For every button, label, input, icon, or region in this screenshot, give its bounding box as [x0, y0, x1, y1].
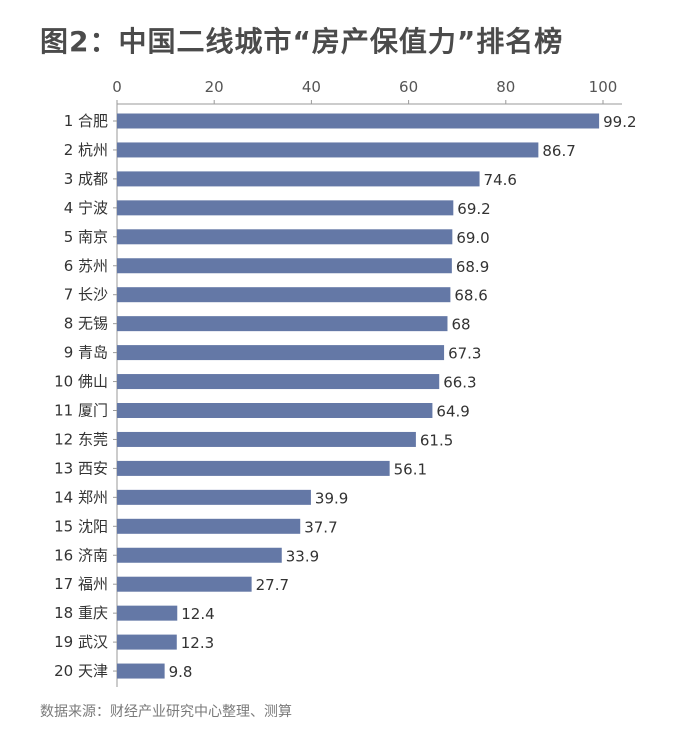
data-label: 68: [451, 316, 470, 334]
category-label: 15 沈阳: [54, 517, 108, 535]
category-label: 7 长沙: [64, 286, 108, 304]
data-label: 61.5: [420, 431, 453, 449]
data-label: 12.3: [181, 634, 214, 652]
data-label: 12.4: [181, 605, 214, 623]
x-tick-label: 20: [205, 78, 224, 96]
data-label: 69.2: [457, 200, 490, 218]
category-label: 17 福州: [54, 575, 108, 593]
category-label: 19 武汉: [54, 633, 108, 651]
data-label: 64.9: [436, 403, 469, 421]
data-label: 69.0: [456, 229, 489, 247]
category-label: 14 郑州: [54, 488, 108, 506]
data-label: 9.8: [169, 663, 193, 681]
bar: [117, 518, 301, 534]
data-label: 74.6: [484, 171, 517, 189]
data-label: 39.9: [315, 489, 348, 507]
bar: [117, 142, 539, 158]
bar: [117, 403, 433, 418]
bar: [117, 345, 445, 361]
bar: [117, 547, 282, 563]
data-label: 33.9: [286, 547, 319, 565]
data-label: 37.7: [304, 518, 337, 536]
category-label: 4 宁波: [64, 199, 108, 217]
x-tick-label: 0: [112, 78, 122, 96]
category-label: 16 济南: [54, 546, 108, 564]
category-label: 8 无锡: [64, 315, 108, 333]
category-label: 9 青岛: [64, 344, 108, 362]
category-label: 11 厦门: [54, 402, 108, 420]
category-label: 6 苏州: [64, 257, 108, 275]
data-label: 67.3: [448, 345, 481, 363]
data-source-note: 数据来源：财经产业研究中心整理、测算: [40, 704, 292, 720]
category-label: 13 西安: [54, 459, 108, 477]
bar: [117, 634, 177, 650]
bar: [117, 200, 454, 216]
bar: [117, 374, 440, 390]
bar: [117, 229, 453, 245]
bar: [117, 287, 451, 303]
bar: [117, 489, 311, 505]
x-tick-label: 40: [302, 78, 321, 96]
bar: [117, 171, 480, 187]
category-label: 1 合肥: [64, 112, 108, 130]
bar: [117, 258, 452, 274]
x-tick-label: 80: [496, 78, 515, 96]
category-label: 10 佛山: [54, 373, 108, 391]
data-label: 68.9: [456, 258, 489, 276]
bar: [117, 431, 416, 447]
data-label: 66.3: [443, 374, 476, 392]
category-label: 18 重庆: [54, 604, 108, 622]
data-label: 56.1: [394, 460, 427, 478]
x-tick-label: 100: [589, 78, 618, 96]
bar: [117, 576, 252, 592]
data-label: 68.6: [454, 287, 487, 305]
bar: [117, 316, 448, 332]
category-label: 3 成都: [64, 170, 108, 188]
bar: [117, 460, 390, 476]
category-label: 12 东莞: [54, 430, 108, 448]
category-label: 2 杭州: [64, 141, 108, 159]
data-label: 27.7: [256, 576, 289, 594]
bar-chart: 0 20 40 60 80 100 1 合肥 99.2 2 杭州 86.7 3 成都 74.6 4 宁波…: [54, 78, 637, 688]
data-label: 86.7: [542, 142, 575, 160]
data-label: 99.2: [603, 113, 636, 131]
chart-title: 图2：中国二线城市“房产保值力”排名榜: [40, 25, 564, 58]
bar: [117, 113, 600, 129]
bar: [117, 663, 165, 679]
category-label: 20 天津: [54, 662, 108, 680]
x-tick-label: 60: [399, 78, 418, 96]
category-label: 5 南京: [64, 228, 108, 246]
bar: [117, 605, 178, 621]
